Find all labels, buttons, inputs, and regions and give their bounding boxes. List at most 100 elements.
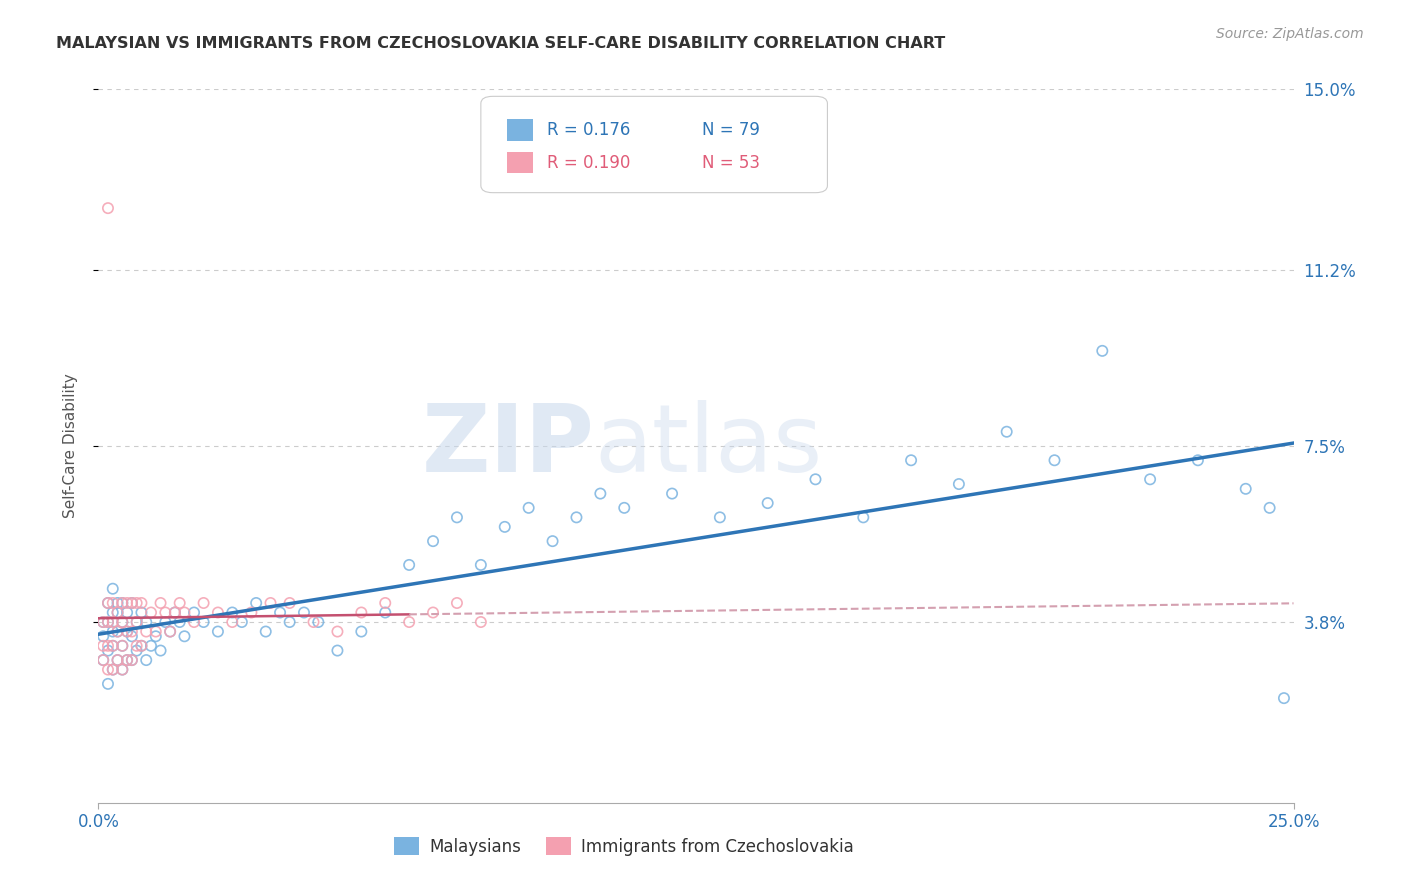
Point [115,624,138,639]
Point [517,500,540,515]
Point [111,615,134,629]
Point [91,615,114,629]
Point [193,596,215,610]
Point [470,558,492,572]
Point [115,596,138,610]
Point [97,639,120,653]
Point [494,520,516,534]
Point [115,606,138,620]
Point [661,486,683,500]
Point [155,606,177,620]
Point [302,615,325,629]
Point [221,606,243,620]
Point [259,596,281,610]
Point [269,606,291,620]
Point [131,639,153,653]
FancyBboxPatch shape [508,120,533,141]
Point [101,615,124,629]
FancyBboxPatch shape [481,96,828,193]
Text: N = 79: N = 79 [702,121,759,139]
Point [149,643,172,657]
Point [91,629,114,643]
Point [101,606,124,620]
Point [121,596,143,610]
Point [589,486,612,500]
Point [101,639,124,653]
Point [207,624,229,639]
Point [101,639,124,653]
Point [111,639,134,653]
Point [97,596,120,610]
Point [107,596,129,610]
Point [422,534,444,549]
Point [374,596,396,610]
Point [91,653,114,667]
Point [111,663,134,677]
Point [97,615,120,629]
Point [307,615,329,629]
Point [111,615,134,629]
Point [159,624,181,639]
Point [995,425,1018,439]
Legend: Malaysians, Immigrants from Czechoslovakia: Malaysians, Immigrants from Czechoslovak… [388,830,860,863]
Point [1272,691,1295,706]
Point [135,624,157,639]
Point [91,615,114,629]
Point [101,582,124,596]
Point [111,596,134,610]
Text: R = 0.176: R = 0.176 [547,121,630,139]
Point [115,653,138,667]
Point [125,615,148,629]
Point [125,643,148,657]
Point [139,606,162,620]
Point [1258,500,1281,515]
Point [169,615,191,629]
Point [350,606,373,620]
Point [245,596,267,610]
Point [173,629,195,643]
Y-axis label: Self-Care Disability: Self-Care Disability [63,374,77,518]
Point [948,477,970,491]
Point [107,606,129,620]
Point [91,639,114,653]
Point [101,663,124,677]
Point [121,653,143,667]
Point [221,615,243,629]
Point [115,624,138,639]
Point [107,624,129,639]
Text: atlas: atlas [595,400,823,492]
Point [97,201,120,215]
Point [709,510,731,524]
Point [145,629,167,643]
Point [278,615,301,629]
Point [97,596,120,610]
Point [101,663,124,677]
Point [163,606,186,620]
Point [159,624,181,639]
Point [1234,482,1257,496]
Point [613,500,636,515]
Point [101,624,124,639]
Point [163,606,186,620]
Point [326,624,349,639]
Point [292,606,315,620]
Point [278,596,301,610]
Point [111,596,134,610]
FancyBboxPatch shape [508,152,533,173]
Point [149,596,172,610]
Point [852,510,875,524]
Point [111,663,134,677]
Point [97,663,120,677]
Point [183,606,205,620]
Point [398,615,420,629]
Point [125,615,148,629]
Point [121,624,143,639]
Point [107,624,129,639]
Point [131,596,153,610]
Point [173,606,195,620]
Point [446,596,468,610]
Point [91,653,114,667]
Point [398,558,420,572]
Point [541,534,564,549]
Point [107,606,129,620]
